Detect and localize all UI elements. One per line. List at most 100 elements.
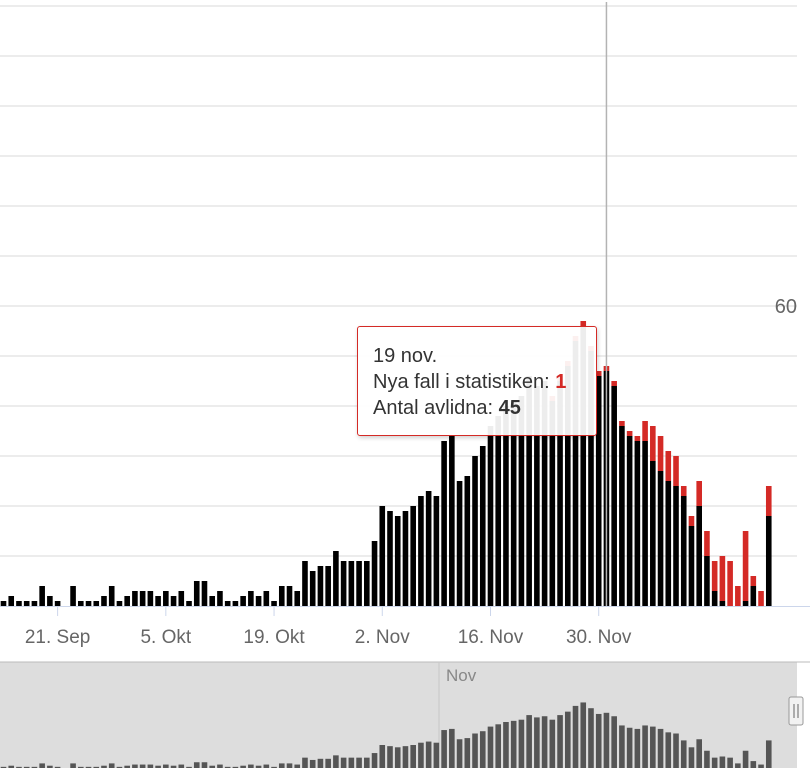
tooltip-date: 19 nov. xyxy=(373,345,438,367)
bar-deaths xyxy=(371,541,378,606)
navigator-bar xyxy=(510,720,517,768)
navigator-bar xyxy=(39,763,45,768)
bar-deaths xyxy=(78,601,84,606)
navigator-bar xyxy=(580,702,587,768)
navigator-bar xyxy=(217,764,223,768)
bar-deaths xyxy=(8,596,15,606)
navigator-bar xyxy=(735,763,741,768)
navigator-bar xyxy=(472,733,478,768)
navigator-bar xyxy=(464,738,471,768)
navigator-bar xyxy=(626,727,633,768)
navigator-bar xyxy=(163,764,169,768)
bar-deaths xyxy=(441,441,447,606)
bar-deaths xyxy=(549,401,556,606)
bar-deaths xyxy=(534,386,540,606)
navigator-bar xyxy=(186,766,192,768)
bar-deaths xyxy=(510,401,517,606)
bar-new-cases xyxy=(634,436,641,441)
x-tick-label: 21. Sep xyxy=(25,627,91,648)
bar-deaths xyxy=(278,586,285,606)
navigator-bar xyxy=(209,765,216,768)
bar-deaths xyxy=(456,481,463,606)
navigator-bar xyxy=(178,764,185,768)
bar-deaths xyxy=(588,351,594,606)
navigator-bar xyxy=(47,765,53,768)
navigator-bar xyxy=(116,766,123,768)
bar-deaths xyxy=(487,426,494,606)
bar-deaths xyxy=(449,436,455,606)
navigator-bar xyxy=(650,726,656,768)
bar-deaths xyxy=(503,406,509,606)
navigator-bar xyxy=(70,763,76,768)
bar-deaths xyxy=(201,581,208,606)
bar-deaths xyxy=(217,591,223,606)
bar-deaths xyxy=(657,471,664,606)
navigator-bar xyxy=(193,762,200,768)
bar-deaths xyxy=(595,376,602,606)
tooltip-new-cases-label: Nya fall i statistiken: xyxy=(373,371,556,393)
bar-deaths xyxy=(286,586,293,606)
bar-deaths xyxy=(193,581,200,606)
navigator-bar xyxy=(201,762,208,768)
bar-deaths xyxy=(255,596,262,606)
navigator-bar xyxy=(8,765,15,768)
navigator-bar xyxy=(155,765,161,768)
bar-deaths xyxy=(70,586,76,606)
bar-deaths xyxy=(147,591,154,606)
navigator-bar xyxy=(750,761,757,768)
navigator-bar xyxy=(541,716,548,768)
navigator[interactable]: Nov xyxy=(0,661,810,768)
bar-deaths xyxy=(394,516,401,606)
y-axis: 60 xyxy=(775,296,797,318)
navigator-bar xyxy=(263,764,270,768)
navigator-bar xyxy=(619,725,625,768)
bar-deaths xyxy=(719,601,726,606)
navigator-bar xyxy=(727,757,733,768)
tooltip-deaths-label: Antal avlidna: xyxy=(373,397,499,419)
navigator-bar xyxy=(379,745,386,768)
bar-deaths xyxy=(232,601,239,606)
navigator-bar xyxy=(325,758,331,768)
bar-deaths xyxy=(333,551,339,606)
navigator-bar xyxy=(85,766,92,768)
navigator-bar xyxy=(425,741,432,768)
navigator-bar xyxy=(479,731,486,768)
bar-deaths xyxy=(271,601,277,606)
bar-new-cases xyxy=(611,381,617,386)
navigator-bar xyxy=(518,719,525,768)
bar-deaths xyxy=(680,496,687,606)
tooltip-new-cases-value: 1 xyxy=(555,371,567,393)
navigator-bar xyxy=(696,739,702,768)
bar-deaths xyxy=(39,586,45,606)
navigator-bar xyxy=(340,757,347,768)
bar-deaths xyxy=(348,561,355,606)
navigator-bar xyxy=(23,766,30,768)
x-axis: 21. Sep 5. Okt 19. Okt 2. Nov 16. Nov 30. Nov xyxy=(25,606,632,648)
navigator-bar xyxy=(271,766,277,768)
navigator-bar xyxy=(657,728,664,768)
bar-deaths xyxy=(626,436,633,606)
navigator-label: Nov xyxy=(446,666,477,685)
navigator-bar xyxy=(93,766,100,768)
bar-deaths xyxy=(750,586,757,606)
bar-new-cases xyxy=(619,421,625,426)
navigator-bar xyxy=(526,715,532,768)
navigator-bar xyxy=(333,755,339,768)
bar-deaths xyxy=(101,596,107,606)
navigator-bar xyxy=(680,740,687,768)
navigator-handle[interactable] xyxy=(788,696,804,726)
bar-deaths xyxy=(124,596,130,606)
navigator-bar xyxy=(124,765,130,768)
navigator-bar xyxy=(309,759,316,768)
bar-deaths xyxy=(132,591,138,606)
navigator-bar xyxy=(371,753,378,768)
navigator-bar xyxy=(31,766,38,768)
navigator-bar xyxy=(487,726,494,768)
navigator-bar xyxy=(595,713,602,768)
bar-deaths xyxy=(340,561,347,606)
navigator-bar xyxy=(387,746,393,768)
navigator-bar xyxy=(286,763,293,768)
bar-deaths xyxy=(402,511,409,606)
bar-deaths xyxy=(31,601,38,606)
bar-deaths xyxy=(634,441,641,606)
